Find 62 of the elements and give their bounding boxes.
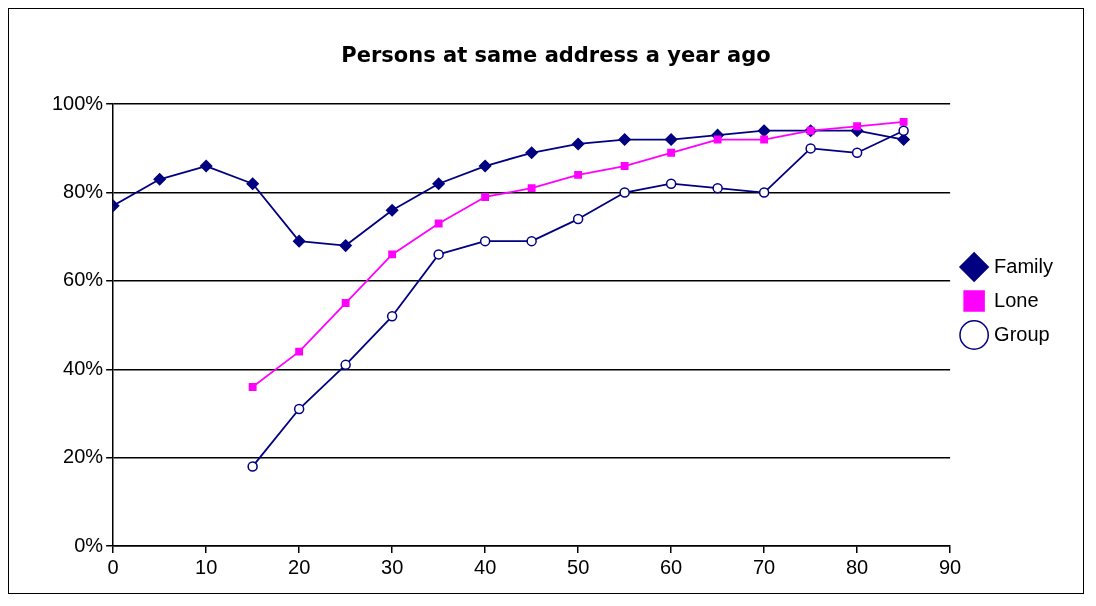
point	[293, 403, 305, 415]
point	[853, 122, 862, 131]
point	[385, 203, 399, 217]
point	[479, 235, 491, 247]
point	[478, 159, 492, 173]
x-tick-label: 90	[938, 555, 962, 578]
point	[667, 148, 676, 157]
point	[760, 135, 769, 144]
point	[619, 187, 630, 198]
legend-label: Lone	[994, 288, 1039, 311]
point	[805, 143, 816, 154]
y-tick-label: 80%	[63, 180, 104, 203]
point	[526, 235, 537, 247]
y-tick-label: 100%	[52, 91, 104, 114]
point	[388, 250, 397, 259]
y-tick-label: 60%	[63, 268, 104, 291]
point	[246, 177, 259, 190]
point	[618, 133, 631, 146]
point	[712, 182, 723, 194]
y-tick-label: 20%	[63, 445, 104, 468]
point	[574, 170, 583, 179]
x-tick-label: 10	[195, 555, 218, 578]
x-tick-label: 40	[474, 555, 497, 578]
legend-label: Group	[994, 322, 1050, 345]
x-tick-label: 0	[107, 555, 119, 578]
x-tick-label: 50	[567, 555, 590, 578]
legend-label: Family	[994, 254, 1053, 277]
point	[851, 147, 863, 159]
chart-title: Persons at same address a year ago	[341, 43, 771, 68]
point	[899, 117, 908, 126]
point	[247, 461, 258, 472]
point	[434, 219, 443, 228]
point	[572, 213, 584, 225]
point	[339, 239, 352, 252]
point	[386, 311, 398, 322]
x-tick-label: 60	[660, 555, 683, 578]
point	[433, 249, 444, 260]
point	[153, 173, 166, 186]
point	[199, 159, 213, 173]
point	[527, 184, 536, 193]
point	[758, 187, 770, 198]
y-tick-label: 40%	[63, 356, 104, 379]
x-tick-label: 80	[845, 555, 869, 578]
point	[713, 135, 722, 144]
point	[341, 299, 350, 307]
point	[295, 347, 304, 356]
point	[898, 125, 909, 136]
point	[620, 162, 629, 170]
point	[292, 234, 306, 248]
point	[248, 383, 257, 391]
x-tick-label: 20	[288, 555, 311, 578]
y-tick-label: 0%	[74, 533, 104, 556]
point	[340, 359, 351, 371]
point	[665, 178, 677, 189]
point	[664, 133, 678, 146]
x-tick-label: 30	[381, 555, 404, 578]
x-tick-label: 70	[753, 555, 776, 578]
point	[525, 146, 538, 160]
point	[481, 193, 490, 201]
point	[571, 137, 585, 151]
point	[757, 124, 771, 137]
point	[432, 177, 445, 190]
